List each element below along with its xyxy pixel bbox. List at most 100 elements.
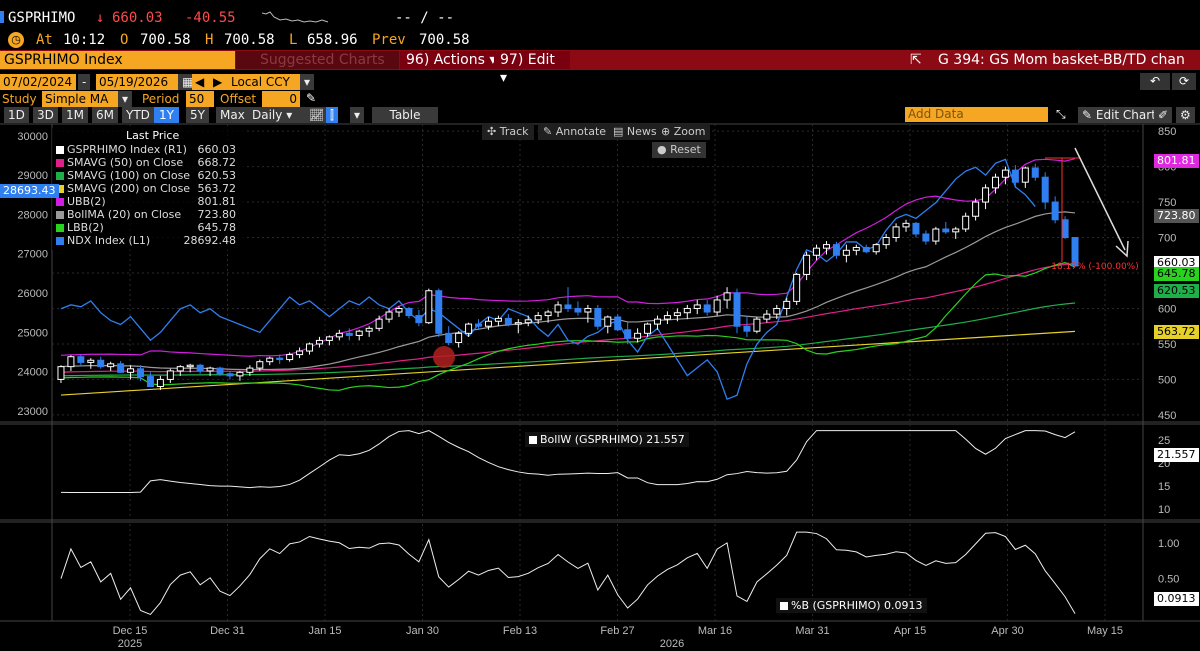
add-data-input[interactable]: Add Data <box>905 107 1048 122</box>
draw-icon[interactable]: ✐ <box>1154 107 1173 123</box>
legend-swatch <box>56 159 64 167</box>
chart-title: G 394: GS Mom basket-BB/TD chan <box>938 52 1185 68</box>
annotate-tool[interactable]: ✎ Annotate <box>538 124 612 140</box>
legend-item[interactable]: SMAVG (50) on Close 668.72 <box>56 157 240 169</box>
candle-body <box>1001 169 1009 178</box>
legend-value: 645.78 <box>197 221 237 234</box>
legend-item[interactable]: NDX Index (L1) 28692.48 <box>56 235 240 247</box>
candle-body <box>584 307 592 313</box>
suggested-charts-button[interactable]: Suggested Charts <box>236 51 399 69</box>
legend-item[interactable]: SMAVG (200) on Close 563.72 <box>56 183 240 195</box>
edit-chart-label: Edit Chart <box>1095 108 1156 122</box>
edit-button[interactable]: 97) Edit ▾ <box>494 51 570 86</box>
x-tick-label: Dec 15 <box>113 625 148 637</box>
pctb-tick-label: 0.50 <box>1158 574 1179 586</box>
start-date-field[interactable]: 07/02/2024 <box>0 74 76 90</box>
study-select[interactable]: Simple MA <box>42 91 126 107</box>
legend-swatch <box>56 198 64 206</box>
candle-body <box>1051 201 1059 221</box>
range-1d[interactable]: 1D <box>4 107 29 123</box>
candle-body <box>146 376 154 388</box>
pencil-icon[interactable]: ✎ <box>306 91 317 105</box>
candle-body <box>276 357 284 361</box>
year-label: 2026 <box>660 638 684 650</box>
y-left-tick-label: 26000 <box>17 288 48 300</box>
chevron-down-icon: ▾ <box>489 52 497 68</box>
price-change: -40.55 <box>185 10 236 26</box>
table-button[interactable]: Table <box>372 107 438 123</box>
candle-body <box>97 359 105 368</box>
track-label: Track <box>499 125 529 138</box>
chevron-down-icon[interactable]: ▾ <box>118 91 133 107</box>
candle-body <box>614 316 622 331</box>
frequency-select[interactable]: Daily ▾ <box>248 107 306 123</box>
line-chart-icon[interactable]: 📈︎ <box>305 107 329 123</box>
range-1y[interactable]: 1Y <box>154 107 179 123</box>
y-left-tick-label: 28000 <box>17 209 48 221</box>
candle-body <box>862 246 870 253</box>
range-6m[interactable]: 6M <box>92 107 118 123</box>
actions-label: 96) Actions <box>406 52 485 68</box>
ubb-tag: 801.81 <box>1154 154 1199 168</box>
legend: Last Price GSPRHIMO Index (R1) 660.03 SMA… <box>52 128 244 250</box>
bollw-value: 21.557 <box>646 433 685 446</box>
candle-body <box>673 312 681 317</box>
chevron-down-icon[interactable]: ▾ <box>350 107 365 123</box>
settings-icon[interactable]: ⚙ <box>1176 107 1195 123</box>
trend-arrow-head <box>1115 240 1129 258</box>
security-field[interactable]: GSPRHIMO Index <box>0 51 235 69</box>
candle-body <box>982 187 990 203</box>
bollma-tag: 723.80 <box>1154 209 1199 223</box>
legend-item[interactable]: UBB(2) 801.81 <box>56 196 240 208</box>
candle-body <box>67 356 75 368</box>
bollw-line <box>60 430 1076 494</box>
undo-icon[interactable]: ↶ <box>1140 73 1170 90</box>
legend-item[interactable]: GSPRHIMO Index (R1) 660.03 <box>56 144 240 156</box>
candle-body <box>842 249 850 256</box>
annotate-label: Annotate <box>555 125 607 138</box>
candle-chart-icon[interactable]: ⫿ <box>326 107 338 123</box>
range-ytd[interactable]: YTD <box>122 107 154 123</box>
range-3d[interactable]: 3D <box>33 107 58 123</box>
candle-body <box>922 233 930 242</box>
sma200-tag: 563.72 <box>1154 325 1199 339</box>
chevron-down-icon[interactable]: ▾ <box>300 74 315 90</box>
range-5y[interactable]: 5Y <box>186 107 209 123</box>
actions-button[interactable]: 96) Actions ▾ <box>400 51 504 69</box>
x-tick-label: May 15 <box>1087 625 1123 637</box>
reset-button[interactable]: ● Reset <box>652 142 706 158</box>
bollw-tick-label: 15 <box>1158 481 1170 493</box>
legend-label: SMAVG (50) on Close <box>67 156 184 169</box>
clock-icon[interactable]: ◷ <box>8 32 24 48</box>
offset-input[interactable]: 0 <box>262 91 300 107</box>
track-tool[interactable]: ✣ Track <box>482 124 534 140</box>
zoom-tool[interactable]: ⊕ Zoom <box>656 124 711 140</box>
candle-body <box>773 307 781 315</box>
candle-body <box>415 315 423 324</box>
end-date-field[interactable]: 05/19/2026 <box>96 74 180 90</box>
range-max[interactable]: Max <box>216 107 249 123</box>
news-tool[interactable]: ▤ News <box>608 124 662 140</box>
period-input[interactable]: 50 <box>186 91 214 107</box>
legend-label: NDX Index (L1) <box>67 234 151 247</box>
refresh-icon[interactable]: ⟳ <box>1172 73 1196 90</box>
last-price: 660.03 <box>112 10 163 26</box>
export-icon[interactable]: ⇱ <box>910 52 922 68</box>
range-1m[interactable]: 1M <box>62 107 88 123</box>
resize-icon[interactable]: ⤡ <box>1056 107 1066 121</box>
prev-period-button[interactable]: ◀ <box>192 74 214 90</box>
legend-item[interactable]: BollMA (20) on Close 723.80 <box>56 209 240 221</box>
next-period-button[interactable]: ▶ <box>210 74 232 90</box>
legend-item[interactable]: SMAVG (100) on Close 620.53 <box>56 170 240 182</box>
currency-select[interactable]: Local CCY <box>228 74 306 90</box>
legend-item[interactable]: LBB(2) 645.78 <box>56 222 240 234</box>
year-label: 2025 <box>118 638 142 650</box>
open-value: 700.58 <box>140 32 191 48</box>
highlight-circle <box>433 346 455 368</box>
candle-body <box>803 254 811 275</box>
bollw-tag: 21.557 <box>1154 448 1199 462</box>
edit-chart-button[interactable]: ✎ Edit Chart <box>1078 107 1160 123</box>
ticker[interactable]: GSPRHIMO <box>8 10 76 26</box>
candle-body <box>942 228 950 233</box>
